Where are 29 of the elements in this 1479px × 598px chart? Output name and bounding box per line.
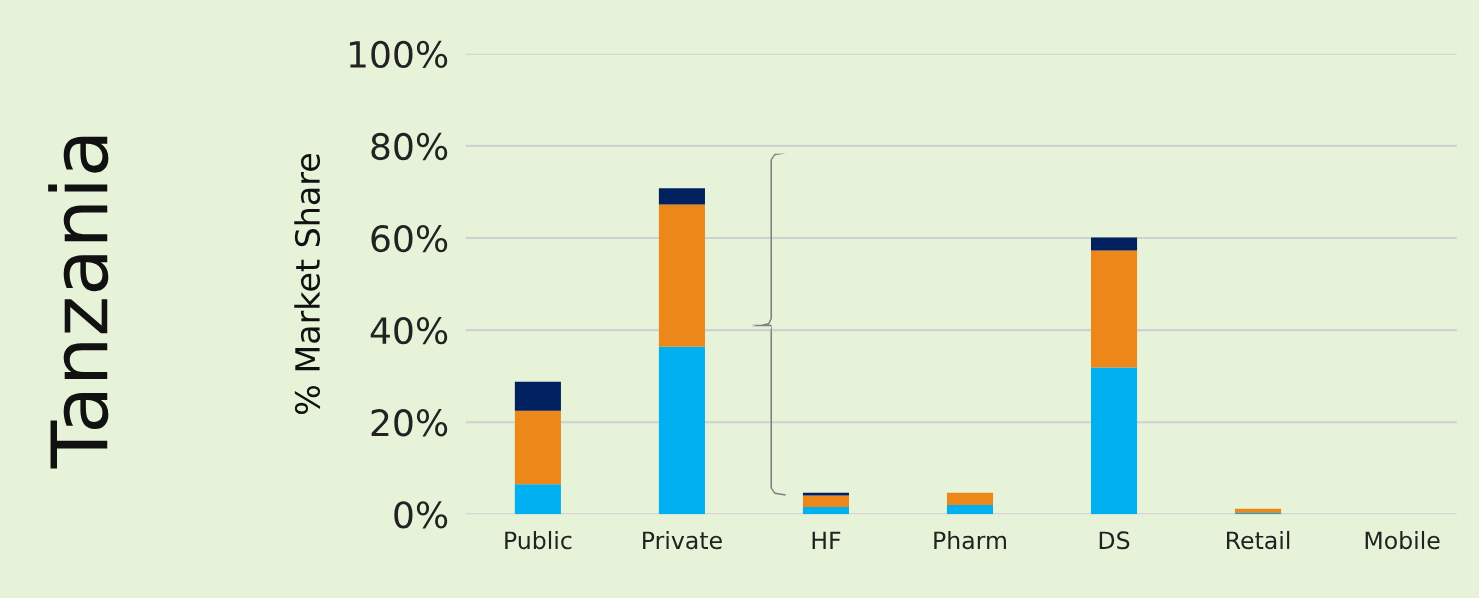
bar	[1090, 367, 1138, 515]
y-tick-label: 80%	[371, 132, 448, 161]
y-tick-label: 20%	[371, 409, 448, 437]
bar	[1090, 237, 1138, 251]
x-tick-label: Retail	[1227, 530, 1290, 550]
y-axis-title: % Market Share	[294, 154, 321, 415]
bar	[946, 505, 994, 515]
bar	[802, 506, 850, 515]
y-tick-label: 0%	[394, 501, 448, 529]
bar	[1090, 250, 1138, 368]
bar	[514, 484, 561, 515]
y-tick-label: 100%	[349, 40, 448, 69]
y-tick-label: 40%	[370, 317, 448, 345]
bar	[1235, 508, 1282, 513]
bar	[514, 410, 561, 485]
y-tick-label: 60%	[371, 224, 448, 253]
bar	[658, 188, 705, 205]
x-tick-label: Private	[643, 530, 722, 550]
bar	[514, 381, 561, 411]
x-tick-label: DS	[1099, 531, 1130, 550]
text: Tanzania	[48, 136, 109, 469]
bar	[946, 492, 994, 506]
bar	[802, 495, 850, 507]
bar	[658, 346, 705, 515]
x-tick-label: Public	[505, 530, 572, 550]
bar	[658, 204, 705, 347]
x-tick-label: Mobile	[1365, 530, 1440, 550]
x-tick-label: HF	[812, 531, 841, 549]
x-tick-label: Pharm	[934, 530, 1006, 550]
